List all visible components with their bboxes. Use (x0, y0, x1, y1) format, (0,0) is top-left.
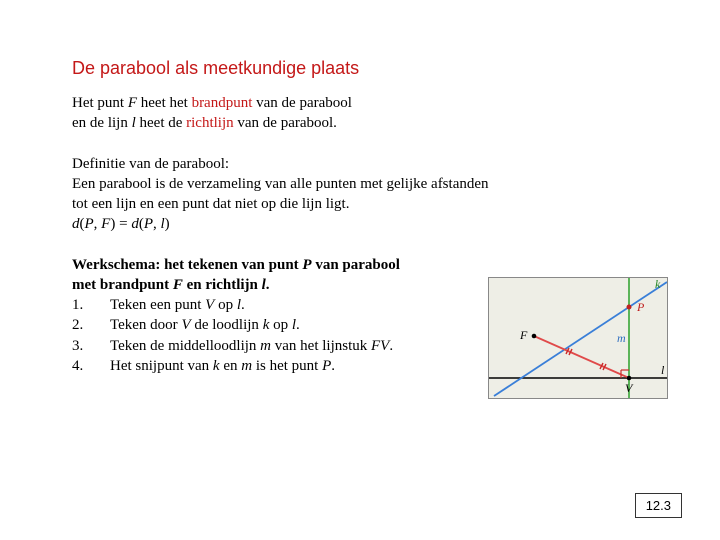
intro-brandpunt: brandpunt (192, 95, 253, 111)
svg-text:F: F (519, 328, 528, 342)
fp5: ) = (110, 216, 131, 232)
intro-richtlijn: richtlijn (186, 115, 234, 131)
def-b2: tot een lijn en een punt dat niet op die… (72, 196, 349, 212)
intro-2a: en de lijn (72, 115, 132, 131)
definition-section: Definitie van de parabool: Een parabool … (72, 154, 648, 235)
intro-1c: van de parabool (252, 95, 352, 111)
svg-text:m: m (617, 331, 626, 345)
title-text: De parabool als meetkundige plaats (72, 58, 359, 78)
fp11: ) (165, 216, 170, 232)
schema-heading-1: Werkschema: het tekenen van punt P van p… (72, 255, 472, 275)
schema-step: 1.Teken een punt V op l. (72, 295, 472, 315)
def-b1: Een parabool is de verzameling van alle … (72, 176, 489, 192)
fp6: d (131, 216, 139, 232)
step-text: Het snijpunt van k en m is het punt P. (110, 356, 335, 376)
svg-text:k: k (655, 278, 661, 291)
intro-2b: heet de (136, 115, 186, 131)
schema-heading-2: met brandpunt F en richtlijn l. (72, 275, 472, 295)
step-number: 4. (72, 356, 110, 376)
step-text: Teken de middelloodlijn m van het lijnst… (110, 336, 393, 356)
fp0: d (72, 216, 80, 232)
fp8: P (144, 216, 153, 232)
intro-section: Het punt F heet het brandpunt van de par… (72, 93, 648, 134)
page-number-tag: 12.3 (635, 493, 682, 518)
page-title: De parabool als meetkundige plaats (72, 58, 648, 79)
svg-text:P: P (636, 300, 645, 314)
fp4: F (101, 216, 110, 232)
step-text: Teken een punt V op l. (110, 295, 245, 315)
def-heading: Definitie van de parabool: (72, 156, 229, 172)
schema-step: 3.Teken de middelloodlijn m van het lijn… (72, 336, 472, 356)
intro-1a: Het punt (72, 95, 128, 111)
intro-F: F (128, 95, 137, 111)
step-number: 3. (72, 336, 110, 356)
intro-1b: heet het (137, 95, 192, 111)
step-number: 2. (72, 315, 110, 335)
schema-section: Werkschema: het tekenen van punt P van p… (72, 255, 648, 377)
step-number: 1. (72, 295, 110, 315)
schema-step: 2.Teken door V de loodlijn k op l. (72, 315, 472, 335)
step-text: Teken door V de loodlijn k op l. (110, 315, 300, 335)
intro-2c: van de parabool. (234, 115, 337, 131)
schema-step: 4.Het snijpunt van k en m is het punt P. (72, 356, 472, 376)
construction-diagram: FVPkml (488, 277, 668, 399)
def-formula: d(P, F) = d(P, l) (72, 216, 170, 232)
fp2: P (85, 216, 94, 232)
